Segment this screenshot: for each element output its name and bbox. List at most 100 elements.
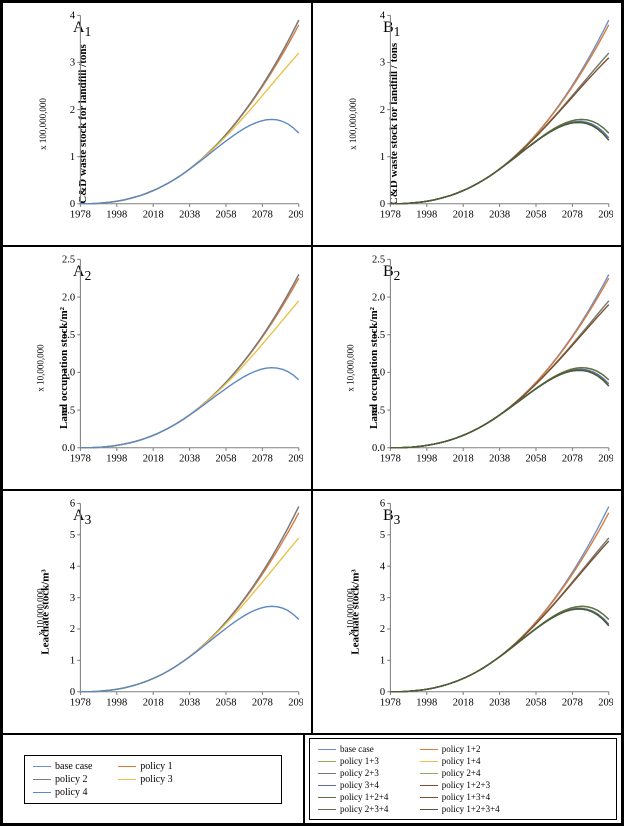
svg-text:4: 4	[70, 11, 76, 22]
svg-text:2018: 2018	[143, 698, 164, 709]
svg-text:1998: 1998	[106, 698, 127, 709]
svg-text:0.0: 0.0	[62, 443, 75, 454]
svg-text:1998: 1998	[416, 454, 437, 465]
svg-text:2: 2	[70, 624, 75, 635]
plot-A1: 012341978199820182038205820782098	[51, 9, 303, 223]
svg-text:1.5: 1.5	[372, 330, 385, 341]
svg-text:2018: 2018	[143, 454, 164, 465]
svg-text:2.5: 2.5	[62, 255, 75, 266]
svg-text:2058: 2058	[526, 454, 547, 465]
yscale-B2: x 10,000,000	[346, 344, 356, 391]
svg-text:1978: 1978	[70, 698, 91, 709]
legend-item-p3: policy 3	[118, 774, 197, 785]
yscale-A1: x 100,000,000	[38, 98, 48, 150]
panel-B2: Land occupation stock/m²x 10,000,000B20.…	[312, 246, 622, 490]
svg-text:2078: 2078	[252, 210, 273, 221]
svg-text:2: 2	[380, 624, 385, 635]
legend-item-p124: policy 1+2+4	[318, 792, 414, 802]
legend-item-base: base case	[33, 761, 112, 772]
legend-item-p123: policy 1+2+3	[420, 780, 516, 790]
legend-item-p2: policy 2	[33, 774, 112, 785]
svg-text:3: 3	[380, 58, 385, 69]
svg-text:2018: 2018	[453, 698, 474, 709]
svg-text:2078: 2078	[562, 454, 583, 465]
svg-text:1: 1	[380, 152, 385, 163]
legend-item-p134: policy 1+3+4	[420, 792, 516, 802]
svg-text:2078: 2078	[252, 698, 273, 709]
svg-text:2038: 2038	[489, 698, 510, 709]
svg-text:0.5: 0.5	[62, 405, 75, 416]
svg-text:1: 1	[70, 152, 75, 163]
svg-text:3: 3	[380, 593, 385, 604]
legend-item-p23: policy 2+3	[318, 768, 414, 778]
yscale-A2: x 10,000,000	[36, 344, 46, 391]
svg-text:0: 0	[380, 687, 385, 698]
svg-text:4: 4	[70, 561, 76, 572]
svg-text:2038: 2038	[179, 210, 200, 221]
svg-text:1.5: 1.5	[62, 330, 75, 341]
svg-text:2038: 2038	[489, 210, 510, 221]
legend-B-cell: base casepolicy 1+2policy 1+3policy 1+4p…	[304, 734, 622, 824]
panel-B3: Leachate stock/m³x 10,000,000B3012345619…	[312, 490, 622, 734]
plot-B3: 01234561978199820182038205820782098	[361, 497, 613, 711]
svg-text:1998: 1998	[106, 210, 127, 221]
svg-text:6: 6	[380, 499, 385, 510]
svg-text:1978: 1978	[380, 210, 401, 221]
row-2: Land occupation stock/m²x 10,000,000A20.…	[2, 246, 622, 490]
svg-text:2098: 2098	[598, 210, 613, 221]
row-3: Leachate stock/m³x 10,000,000A3012345619…	[2, 490, 622, 734]
svg-text:2.0: 2.0	[62, 292, 75, 303]
svg-text:1: 1	[380, 655, 385, 666]
svg-text:0.0: 0.0	[372, 443, 385, 454]
yscale-A3: x 10,000,000	[36, 588, 46, 635]
svg-text:2.5: 2.5	[372, 255, 385, 266]
svg-text:2058: 2058	[526, 210, 547, 221]
svg-text:2098: 2098	[598, 454, 613, 465]
svg-text:4: 4	[380, 11, 386, 22]
svg-text:0.5: 0.5	[372, 405, 385, 416]
legend-item-p4: policy 4	[33, 787, 112, 798]
svg-text:2078: 2078	[252, 454, 273, 465]
plot-A3: 01234561978199820182038205820782098	[51, 497, 303, 711]
svg-text:6: 6	[70, 499, 75, 510]
legend-item-p234: policy 2+3+4	[318, 804, 414, 814]
legend-item-p24: policy 2+4	[420, 768, 516, 778]
svg-text:5: 5	[70, 530, 75, 541]
svg-text:1: 1	[70, 655, 75, 666]
svg-text:0: 0	[380, 199, 385, 210]
svg-text:1978: 1978	[70, 210, 91, 221]
panel-B1: C&D waste stock for landfill / tonsx 100…	[312, 2, 622, 246]
legend-A-cell: base case policy 1 policy 2 policy 3 policy …	[2, 734, 304, 824]
svg-text:2098: 2098	[288, 698, 303, 709]
svg-text:1978: 1978	[380, 454, 401, 465]
legend-item-p1: policy 1	[118, 761, 197, 772]
svg-text:2018: 2018	[453, 454, 474, 465]
svg-text:2078: 2078	[562, 698, 583, 709]
legend-item-p34: policy 3+4	[318, 780, 414, 790]
svg-text:5: 5	[380, 530, 385, 541]
svg-text:1.0: 1.0	[62, 368, 75, 379]
svg-text:2098: 2098	[598, 698, 613, 709]
svg-text:1.0: 1.0	[372, 368, 385, 379]
svg-text:1998: 1998	[416, 698, 437, 709]
svg-text:3: 3	[70, 58, 75, 69]
legend-item-p1234: policy 1+2+3+4	[420, 804, 516, 814]
svg-text:2018: 2018	[453, 210, 474, 221]
svg-text:2098: 2098	[288, 210, 303, 221]
plot-A2: 0.00.51.01.52.02.51978199820182038205820…	[51, 253, 303, 467]
svg-text:1978: 1978	[70, 454, 91, 465]
svg-text:2.0: 2.0	[372, 292, 385, 303]
panel-A1: C&D waste stock for landfill /tonsx 100,…	[2, 2, 312, 246]
yscale-B3: x 10,000,000	[346, 588, 356, 635]
plot-B2: 0.00.51.01.52.02.51978199820182038205820…	[361, 253, 613, 467]
svg-text:4: 4	[380, 561, 386, 572]
figure-grid: C&D waste stock for landfill /tonsx 100,…	[0, 0, 624, 826]
svg-text:2038: 2038	[179, 698, 200, 709]
svg-text:1998: 1998	[106, 454, 127, 465]
svg-text:0: 0	[70, 199, 75, 210]
panel-A3: Leachate stock/m³x 10,000,000A3012345619…	[2, 490, 312, 734]
svg-text:2018: 2018	[143, 210, 164, 221]
svg-text:2038: 2038	[179, 454, 200, 465]
legend-item-p12: policy 1+2	[420, 744, 516, 754]
svg-text:2: 2	[70, 105, 75, 116]
